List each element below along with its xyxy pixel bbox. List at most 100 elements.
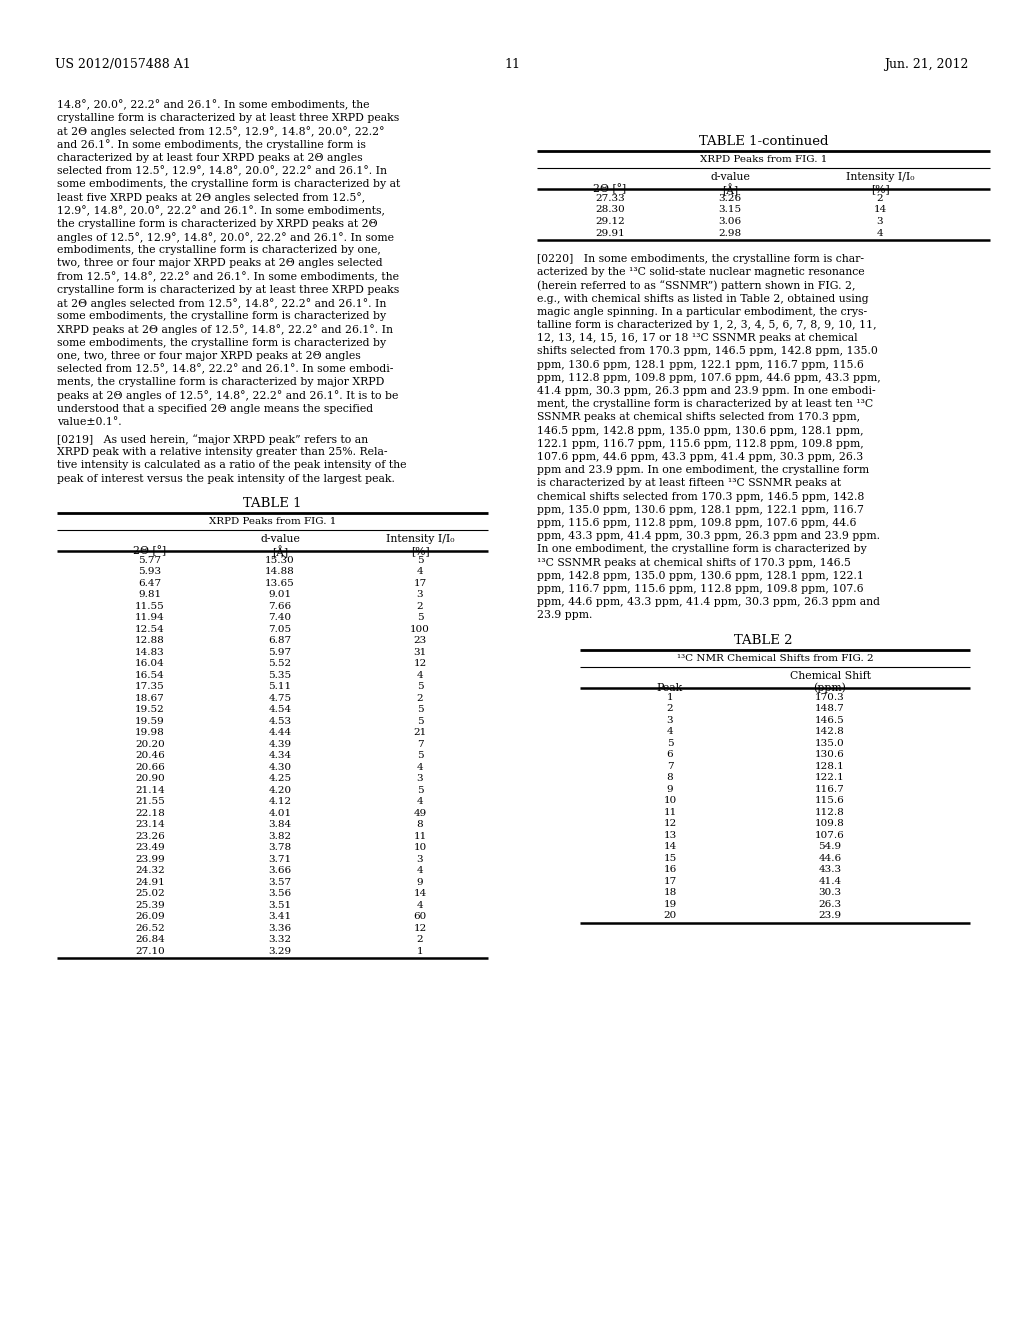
Text: at 2Θ angles selected from 12.5°, 14.8°, 22.2° and 26.1°. In: at 2Θ angles selected from 12.5°, 14.8°,… bbox=[57, 298, 386, 309]
Text: 170.3: 170.3 bbox=[815, 693, 845, 702]
Text: 7.05: 7.05 bbox=[268, 624, 292, 634]
Text: 2: 2 bbox=[877, 194, 884, 203]
Text: 17: 17 bbox=[664, 876, 677, 886]
Text: 3: 3 bbox=[417, 590, 423, 599]
Text: 10: 10 bbox=[414, 843, 427, 853]
Text: 5.52: 5.52 bbox=[268, 659, 292, 668]
Text: Intensity I/I₀: Intensity I/I₀ bbox=[386, 533, 455, 544]
Text: and 26.1°. In some embodiments, the crystalline form is: and 26.1°. In some embodiments, the crys… bbox=[57, 140, 366, 150]
Text: 20: 20 bbox=[664, 911, 677, 920]
Text: ppm, 112.8 ppm, 109.8 ppm, 107.6 ppm, 44.6 ppm, 43.3 ppm,: ppm, 112.8 ppm, 109.8 ppm, 107.6 ppm, 44… bbox=[537, 372, 881, 383]
Text: ppm, 130.6 ppm, 128.1 ppm, 122.1 ppm, 116.7 ppm, 115.6: ppm, 130.6 ppm, 128.1 ppm, 122.1 ppm, 11… bbox=[537, 359, 864, 370]
Text: 2.98: 2.98 bbox=[719, 228, 741, 238]
Text: [0219]   As used herein, “major XRPD peak” refers to an: [0219] As used herein, “major XRPD peak”… bbox=[57, 434, 368, 445]
Text: characterized by at least four XRPD peaks at 2Θ angles: characterized by at least four XRPD peak… bbox=[57, 153, 362, 162]
Text: ppm, 44.6 ppm, 43.3 ppm, 41.4 ppm, 30.3 ppm, 26.3 ppm and: ppm, 44.6 ppm, 43.3 ppm, 41.4 ppm, 30.3 … bbox=[537, 597, 880, 607]
Text: 25.02: 25.02 bbox=[135, 890, 165, 899]
Text: 3.66: 3.66 bbox=[268, 866, 292, 875]
Text: 20.66: 20.66 bbox=[135, 763, 165, 772]
Text: 22.18: 22.18 bbox=[135, 809, 165, 818]
Text: least five XRPD peaks at 2Θ angles selected from 12.5°,: least five XRPD peaks at 2Θ angles selec… bbox=[57, 193, 366, 203]
Text: TABLE 2: TABLE 2 bbox=[734, 634, 793, 647]
Text: 14.8°, 20.0°, 22.2° and 26.1°. In some embodiments, the: 14.8°, 20.0°, 22.2° and 26.1°. In some e… bbox=[57, 100, 370, 111]
Text: 2Θ [°]: 2Θ [°] bbox=[133, 545, 167, 557]
Text: 5.11: 5.11 bbox=[268, 682, 292, 692]
Text: ppm, 116.7 ppm, 115.6 ppm, 112.8 ppm, 109.8 ppm, 107.6: ppm, 116.7 ppm, 115.6 ppm, 112.8 ppm, 10… bbox=[537, 583, 863, 594]
Text: 13: 13 bbox=[664, 830, 677, 840]
Text: 4.75: 4.75 bbox=[268, 694, 292, 702]
Text: ¹³C SSNMR peaks at chemical shifts of 170.3 ppm, 146.5: ¹³C SSNMR peaks at chemical shifts of 17… bbox=[537, 557, 851, 568]
Text: (ppm): (ppm) bbox=[813, 682, 847, 693]
Text: 23.9 ppm.: 23.9 ppm. bbox=[537, 610, 592, 620]
Text: 8: 8 bbox=[417, 820, 423, 829]
Text: 9.01: 9.01 bbox=[268, 590, 292, 599]
Text: crystalline form is characterized by at least three XRPD peaks: crystalline form is characterized by at … bbox=[57, 285, 399, 294]
Text: 4: 4 bbox=[417, 671, 423, 680]
Text: 20.46: 20.46 bbox=[135, 751, 165, 760]
Text: 12: 12 bbox=[414, 659, 427, 668]
Text: 2: 2 bbox=[417, 602, 423, 611]
Text: chemical shifts selected from 170.3 ppm, 146.5 ppm, 142.8: chemical shifts selected from 170.3 ppm,… bbox=[537, 491, 864, 502]
Text: 3: 3 bbox=[417, 855, 423, 863]
Text: peaks at 2Θ angles of 12.5°, 14.8°, 22.2° and 26.1°. It is to be: peaks at 2Θ angles of 12.5°, 14.8°, 22.2… bbox=[57, 391, 398, 401]
Text: 21: 21 bbox=[414, 729, 427, 738]
Text: 5: 5 bbox=[417, 705, 423, 714]
Text: understood that a specified 2Θ angle means the specified: understood that a specified 2Θ angle mea… bbox=[57, 404, 373, 413]
Text: SSNMR peaks at chemical shifts selected from 170.3 ppm,: SSNMR peaks at chemical shifts selected … bbox=[537, 412, 860, 422]
Text: 8: 8 bbox=[667, 774, 674, 781]
Text: 18: 18 bbox=[664, 888, 677, 898]
Text: 12, 13, 14, 15, 16, 17 or 18 ¹³C SSNMR peaks at chemical: 12, 13, 14, 15, 16, 17 or 18 ¹³C SSNMR p… bbox=[537, 333, 858, 343]
Text: 2: 2 bbox=[417, 694, 423, 702]
Text: 20.90: 20.90 bbox=[135, 775, 165, 783]
Text: 2: 2 bbox=[667, 704, 674, 713]
Text: is characterized by at least fifteen ¹³C SSNMR peaks at: is characterized by at least fifteen ¹³C… bbox=[537, 478, 841, 488]
Text: 12: 12 bbox=[414, 924, 427, 933]
Text: 31: 31 bbox=[414, 648, 427, 657]
Text: 41.4: 41.4 bbox=[818, 876, 842, 886]
Text: 122.1 ppm, 116.7 ppm, 115.6 ppm, 112.8 ppm, 109.8 ppm,: 122.1 ppm, 116.7 ppm, 115.6 ppm, 112.8 p… bbox=[537, 438, 864, 449]
Text: 4.34: 4.34 bbox=[268, 751, 292, 760]
Text: 7.66: 7.66 bbox=[268, 602, 292, 611]
Text: peak of interest versus the peak intensity of the largest peak.: peak of interest versus the peak intensi… bbox=[57, 474, 395, 483]
Text: 4: 4 bbox=[417, 900, 423, 909]
Text: 5.93: 5.93 bbox=[138, 568, 162, 577]
Text: 3.56: 3.56 bbox=[268, 890, 292, 899]
Text: TABLE 1: TABLE 1 bbox=[244, 496, 302, 510]
Text: crystalline form is characterized by at least three XRPD peaks: crystalline form is characterized by at … bbox=[57, 114, 399, 123]
Text: two, three or four major XRPD peaks at 2Θ angles selected: two, three or four major XRPD peaks at 2… bbox=[57, 259, 383, 268]
Text: 7: 7 bbox=[417, 739, 423, 748]
Text: 21.14: 21.14 bbox=[135, 785, 165, 795]
Text: 3.06: 3.06 bbox=[719, 216, 741, 226]
Text: 28.30: 28.30 bbox=[595, 206, 625, 214]
Text: Intensity I/I₀: Intensity I/I₀ bbox=[846, 172, 914, 182]
Text: Peak: Peak bbox=[656, 682, 683, 693]
Text: 15.30: 15.30 bbox=[265, 556, 295, 565]
Text: ppm, 142.8 ppm, 135.0 ppm, 130.6 ppm, 128.1 ppm, 122.1: ppm, 142.8 ppm, 135.0 ppm, 130.6 ppm, 12… bbox=[537, 570, 864, 581]
Text: 26.84: 26.84 bbox=[135, 936, 165, 944]
Text: 12.88: 12.88 bbox=[135, 636, 165, 645]
Text: d-value: d-value bbox=[260, 533, 300, 544]
Text: at 2Θ angles selected from 12.5°, 12.9°, 14.8°, 20.0°, 22.2°: at 2Θ angles selected from 12.5°, 12.9°,… bbox=[57, 127, 384, 137]
Text: 25.39: 25.39 bbox=[135, 900, 165, 909]
Text: 3.41: 3.41 bbox=[268, 912, 292, 921]
Text: 130.6: 130.6 bbox=[815, 750, 845, 759]
Text: tive intensity is calculated as a ratio of the peak intensity of the: tive intensity is calculated as a ratio … bbox=[57, 461, 407, 470]
Text: 60: 60 bbox=[414, 912, 427, 921]
Text: 5: 5 bbox=[417, 682, 423, 692]
Text: 26.3: 26.3 bbox=[818, 900, 842, 908]
Text: In one embodiment, the crystalline form is characterized by: In one embodiment, the crystalline form … bbox=[537, 544, 866, 554]
Text: 15: 15 bbox=[664, 854, 677, 862]
Text: 5: 5 bbox=[417, 785, 423, 795]
Text: 9: 9 bbox=[667, 784, 674, 793]
Text: 5: 5 bbox=[417, 717, 423, 726]
Text: 29.91: 29.91 bbox=[595, 228, 625, 238]
Text: 1: 1 bbox=[417, 946, 423, 956]
Text: 27.33: 27.33 bbox=[595, 194, 625, 203]
Text: 4.12: 4.12 bbox=[268, 797, 292, 807]
Text: 4: 4 bbox=[417, 763, 423, 772]
Text: 4.44: 4.44 bbox=[268, 729, 292, 738]
Text: 5: 5 bbox=[417, 614, 423, 622]
Text: 20.20: 20.20 bbox=[135, 739, 165, 748]
Text: 14: 14 bbox=[873, 206, 887, 214]
Text: 3.29: 3.29 bbox=[268, 946, 292, 956]
